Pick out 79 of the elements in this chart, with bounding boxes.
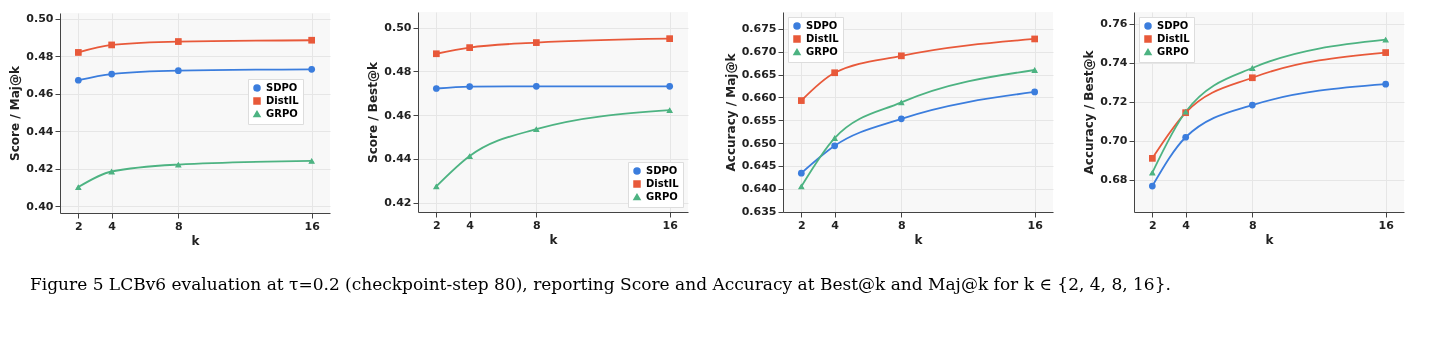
- legend-label: GRPO: [266, 108, 298, 119]
- point: [532, 39, 540, 46]
- point: [466, 153, 474, 159]
- y-tick-label: 0.48: [384, 64, 412, 78]
- y-tick-label: 0.50: [26, 12, 54, 26]
- point: [1248, 65, 1256, 71]
- x-tick-label: 4: [108, 219, 117, 233]
- y-tick-label: 0.670: [741, 45, 777, 59]
- x-tick-label: 8: [898, 218, 906, 232]
- point: [432, 85, 440, 92]
- point: [74, 184, 82, 190]
- legend-label: SDPO: [266, 82, 298, 93]
- y-axis-title: Accuracy / Maj@k: [723, 52, 738, 172]
- point: [797, 97, 805, 104]
- legend-label: DistIL: [1157, 33, 1191, 44]
- x-tick-label: 2: [75, 219, 83, 233]
- x-tick-label: 8: [1249, 218, 1257, 232]
- point: [466, 44, 474, 51]
- y-tick-label: 0.48: [26, 49, 54, 63]
- legend-label: DistIL: [266, 95, 300, 106]
- y-tick-label: 0.42: [26, 162, 54, 176]
- x-tick-label: 16: [1378, 218, 1395, 232]
- x-axis-title: k: [191, 233, 201, 248]
- y-tick-label: 0.46: [384, 108, 412, 122]
- point: [466, 83, 474, 90]
- caption: Figure 5 LCBv6 evaluation at τ=0.2 (checkpoint-step 80), reporting Score and Accuracy at Best@k and Maj@k for k ∈ {2, 4, 8, 16}.: [30, 273, 1172, 296]
- y-tick-label: 0.44: [26, 124, 54, 138]
- x-tick-label: 16: [662, 218, 679, 232]
- legend-label: GRPO: [806, 46, 838, 57]
- y-tick-label: 0.645: [741, 159, 777, 173]
- legend-label: DistIL: [646, 178, 680, 189]
- x-tick-label: 16: [1027, 218, 1044, 232]
- y-tick-label: 0.44: [384, 152, 412, 166]
- y-tick-label: 0.70: [1100, 134, 1128, 148]
- y-tick-label: 0.655: [741, 113, 777, 127]
- x-tick-label: 8: [175, 219, 183, 233]
- x-tick-label: 2: [1149, 218, 1157, 232]
- y-tick-label: 0.50: [384, 21, 412, 35]
- point: [74, 49, 82, 56]
- x-tick-label: 4: [466, 218, 475, 232]
- y-tick-label: 0.665: [741, 68, 777, 82]
- y-tick-label: 0.72: [1100, 95, 1128, 109]
- legend-label: SDPO: [646, 165, 678, 176]
- y-tick-label: 0.68: [1100, 173, 1128, 187]
- y-tick-label: 0.74: [1100, 56, 1128, 70]
- point: [308, 65, 316, 73]
- y-tick-label: 0.660: [741, 90, 777, 104]
- legend-label: GRPO: [1157, 46, 1189, 57]
- y-tick-label: 0.40: [26, 199, 54, 213]
- legend-label: SDPO: [1157, 20, 1189, 31]
- x-tick-label: 4: [831, 218, 840, 232]
- point: [174, 38, 182, 45]
- y-tick-label: 0.46: [26, 87, 54, 101]
- x-tick-label: 16: [304, 219, 321, 233]
- x-tick-label: 8: [533, 218, 541, 232]
- y-axis-title: Score / Best@k: [366, 61, 381, 163]
- y-tick-label: 0.76: [1100, 17, 1128, 31]
- point: [174, 67, 182, 74]
- y-tick-label: 0.675: [741, 22, 777, 36]
- legend-label: DistIL: [806, 33, 840, 44]
- point: [1148, 154, 1156, 162]
- y-tick-label: 0.640: [741, 182, 777, 196]
- legend-label: GRPO: [646, 191, 678, 202]
- point: [666, 35, 674, 43]
- legend-label: SDPO: [806, 20, 838, 31]
- x-tick-label: 4: [1182, 218, 1191, 232]
- point: [1031, 67, 1039, 73]
- x-axis-title: k: [1265, 232, 1275, 247]
- y-tick-label: 0.650: [741, 136, 777, 150]
- y-axis-title: Accuracy / Best@k: [1082, 49, 1097, 175]
- x-tick-label: 2: [798, 218, 806, 232]
- y-tick-label: 0.42: [384, 196, 412, 210]
- x-axis-title: k: [914, 232, 924, 247]
- y-tick-label: 0.635: [741, 205, 777, 219]
- x-tick-label: 2: [433, 218, 441, 232]
- point: [1382, 49, 1390, 56]
- point: [831, 135, 839, 141]
- x-axis-title: k: [549, 232, 559, 247]
- y-axis-title: Score / Maj@k: [8, 65, 23, 161]
